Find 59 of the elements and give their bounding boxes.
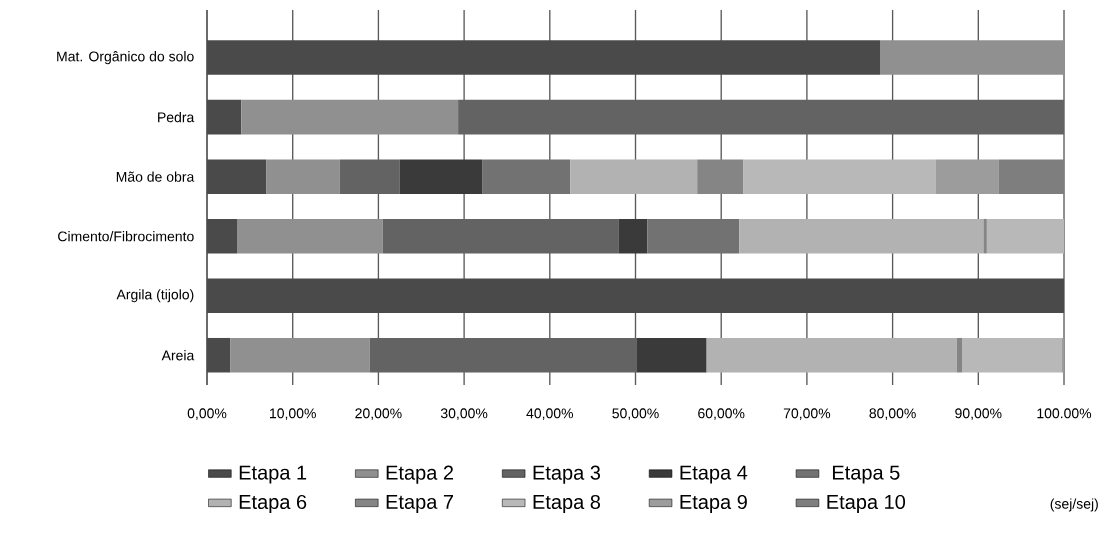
- bar: [618, 218, 648, 254]
- bar: [570, 159, 698, 194]
- bar: [339, 159, 400, 194]
- bar: [207, 218, 237, 254]
- legend-label: Etapa 5: [832, 465, 900, 484]
- x-tick-label: 10,00%: [270, 408, 316, 420]
- bar: [743, 159, 936, 194]
- legend-label: Etapa 10: [827, 494, 906, 513]
- bar: [237, 218, 383, 254]
- bar: [880, 40, 1064, 75]
- x-tick-label: 30,00%: [440, 408, 488, 420]
- bar: [647, 218, 740, 254]
- bar: [986, 218, 1064, 254]
- bar: [706, 337, 957, 373]
- legend-label: Etapa 1: [239, 465, 307, 484]
- y-tick-label: Pedra: [158, 111, 195, 123]
- bar: [241, 99, 459, 135]
- x-tick-label: 20,00%: [355, 408, 402, 420]
- bar: [739, 218, 984, 254]
- bar: [482, 159, 571, 194]
- legend-label: Etapa 3: [533, 465, 601, 484]
- legend-label: Etapa 7: [386, 494, 454, 513]
- x-tick-label: 40,00%: [526, 408, 574, 420]
- y-tick-label: Areia: [161, 350, 195, 361]
- y-tick-label: Cimento/Fibrocimento: [58, 231, 194, 242]
- y-tick-label: Mão de obra: [116, 171, 195, 182]
- bar: [207, 337, 231, 373]
- bar: [998, 159, 1064, 194]
- bar: [230, 337, 370, 373]
- bar: [1061, 337, 1064, 373]
- x-tick-label: 70,00%: [783, 408, 831, 420]
- bar: [207, 278, 1064, 313]
- x-tick-label: 60,00%: [698, 408, 745, 420]
- bar: [962, 337, 1062, 373]
- x-tick-label: 50,00%: [612, 408, 659, 420]
- x-tick-label: 90,00%: [955, 408, 1002, 420]
- bar: [207, 159, 267, 194]
- bar: [636, 337, 707, 373]
- legend-label: Etapa 8: [533, 494, 601, 513]
- bar: [399, 159, 483, 194]
- bar: [697, 159, 744, 194]
- bar: [207, 40, 881, 75]
- legend-label: Etapa 2: [386, 465, 454, 484]
- legend-label: Etapa 6: [239, 494, 307, 513]
- bar: [266, 159, 340, 194]
- bar: [207, 99, 242, 135]
- y-tick-label: Mat. Orgânico do solo: [57, 51, 194, 65]
- bar: [956, 337, 963, 373]
- x-tick-label: 0,00%: [187, 408, 227, 420]
- x-tick-label: 100.00%: [1037, 408, 1092, 419]
- legend-label: Etapa 4: [680, 465, 748, 484]
- bar: [369, 337, 637, 373]
- text: (sej/sej): [1050, 498, 1098, 512]
- bar: [382, 218, 619, 254]
- bar: [983, 218, 987, 254]
- y-tick-label: Argila (tijolo): [116, 289, 194, 303]
- x-tick-label: 80,00%: [869, 408, 916, 420]
- bar: [935, 159, 999, 194]
- legend-label: Etapa 9: [680, 494, 747, 513]
